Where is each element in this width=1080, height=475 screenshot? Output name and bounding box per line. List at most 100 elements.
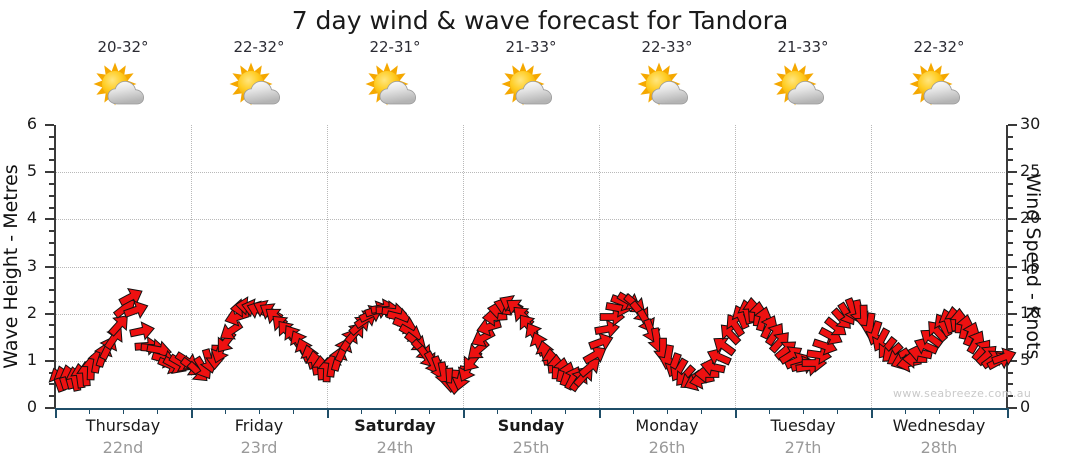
time-axis-tick (293, 408, 294, 414)
wind-axis-tick (1008, 253, 1013, 256)
wave-axis-label: 6 (26, 114, 37, 133)
wave-axis-label: 2 (26, 302, 37, 322)
sun-behind-cloud-icon (501, 62, 553, 106)
day-date: 25th (512, 438, 550, 457)
weather-icon-wrap (907, 60, 971, 116)
time-axis-tick (225, 408, 226, 414)
time-axis-tick (599, 408, 601, 418)
time-axis-tick (55, 408, 57, 418)
weather-icon-wrap (363, 60, 427, 116)
time-axis-tick (361, 408, 362, 414)
wind-axis-label: 30 (1020, 114, 1041, 133)
wind-axis-tick (1008, 312, 1017, 315)
temperature-range: 22-31° (369, 38, 421, 56)
wind-axis-tick (1008, 230, 1013, 233)
day-name: Sunday (497, 416, 565, 435)
wave-axis-tick (49, 336, 54, 339)
gridline-horizontal (55, 172, 1007, 174)
temperature-range: 21-33° (777, 38, 829, 56)
wind-axis-tick (1008, 277, 1013, 280)
wave-axis-tick (49, 253, 54, 256)
x-axis-day-tuesday: Tuesday 27th (735, 415, 871, 459)
gridline-horizontal (55, 313, 1007, 315)
wind-axis-tick (1008, 171, 1017, 174)
time-axis-tick (905, 408, 906, 414)
time-axis-tick (837, 408, 838, 414)
day-date: 24th (376, 438, 414, 457)
wave-axis-tick (49, 277, 54, 280)
wave-axis-tick (45, 312, 54, 315)
time-axis-tick (463, 408, 465, 418)
time-axis-tick (735, 408, 737, 418)
temperature-range: 22-32° (913, 38, 965, 56)
wave-axis-tick (49, 300, 54, 303)
x-axis-day-wednesday: Wednesday 28th (871, 415, 1007, 459)
weather-icon-wrap (499, 60, 563, 116)
time-axis-tick (395, 408, 396, 414)
sun-behind-cloud-icon (909, 62, 961, 106)
gridline-day-boundary (599, 125, 600, 408)
time-axis-tick (565, 408, 566, 414)
wave-axis-tick (49, 147, 54, 150)
wave-axis-tick (45, 359, 54, 362)
gridline-day-boundary (871, 125, 872, 408)
sun-behind-cloud-icon (773, 62, 825, 106)
time-axis-tick (1007, 408, 1009, 418)
day-date: 23rd (240, 438, 278, 457)
wave-axis-tick (49, 206, 54, 209)
temperature-range: 22-32° (233, 38, 285, 56)
time-axis-tick (667, 408, 668, 414)
wave-axis-label: 1 (26, 349, 37, 369)
wave-axis-tick (45, 171, 54, 174)
x-axis-day-friday: Friday 23rd (191, 415, 327, 459)
wind-axis-tick (1008, 395, 1013, 398)
wave-axis-label: 5 (26, 161, 37, 181)
wave-axis-tick (49, 182, 54, 185)
gridline-day-boundary (463, 125, 464, 408)
wave-axis-label: 0 (26, 397, 37, 416)
time-axis-tick (973, 408, 974, 414)
wave-axis-tick (49, 230, 54, 233)
watermark: www.seabreeze.com.au (893, 387, 1032, 400)
wave-axis-tick (45, 218, 54, 221)
day-name: Monday (635, 416, 699, 435)
wind-axis-tick (1008, 324, 1013, 327)
sun-behind-cloud-icon (93, 62, 145, 106)
daily-forecast-strip: 20-32° 22-32° 22-31° 21-33° 22-33° 21-33° 22-3… (55, 38, 1007, 120)
wave-axis-label: 3 (26, 255, 37, 275)
wave-axis-tick (49, 241, 54, 244)
sun-behind-cloud-icon (365, 62, 417, 106)
gridline-horizontal (55, 266, 1007, 268)
wind-axis-label: 25 (1020, 161, 1041, 181)
time-axis-tick (939, 408, 940, 414)
wind-axis-tick (1008, 159, 1013, 162)
time-axis-tick (259, 408, 260, 414)
time-axis-tick (89, 408, 90, 414)
wind-axis-tick (1008, 194, 1013, 197)
x-axis-day-saturday: Saturday 24th (327, 415, 463, 459)
day-name: Wednesday (892, 416, 986, 435)
weather-icon-wrap (227, 60, 291, 116)
time-axis-tick (803, 408, 804, 414)
wave-axis-tick (49, 371, 54, 374)
wind-axis-tick (1008, 241, 1013, 244)
wind-axis-label: 5 (1020, 349, 1031, 369)
wave-axis-tick (45, 124, 54, 126)
weather-icon-wrap (91, 60, 155, 116)
wind-axis-tick (1008, 182, 1013, 185)
wave-axis-tick (49, 395, 54, 398)
time-axis-tick (123, 408, 124, 414)
wind-axis-tick (1008, 348, 1013, 351)
wind-axis-tick (1008, 265, 1017, 268)
day-date: 22nd (102, 438, 144, 457)
weather-icon-wrap (635, 60, 699, 116)
wind-axis-label: 0 (1020, 397, 1031, 416)
wind-axis-tick (1008, 383, 1013, 386)
wave-axis-tick (49, 135, 54, 138)
wind-axis-label: 15 (1020, 255, 1041, 275)
wind-axis-label: 10 (1020, 302, 1041, 322)
wave-axis-tick (49, 159, 54, 162)
day-forecast-sunday: 21-33° (463, 38, 599, 120)
time-axis-tick (531, 408, 532, 414)
wind-axis-tick (1008, 336, 1013, 339)
